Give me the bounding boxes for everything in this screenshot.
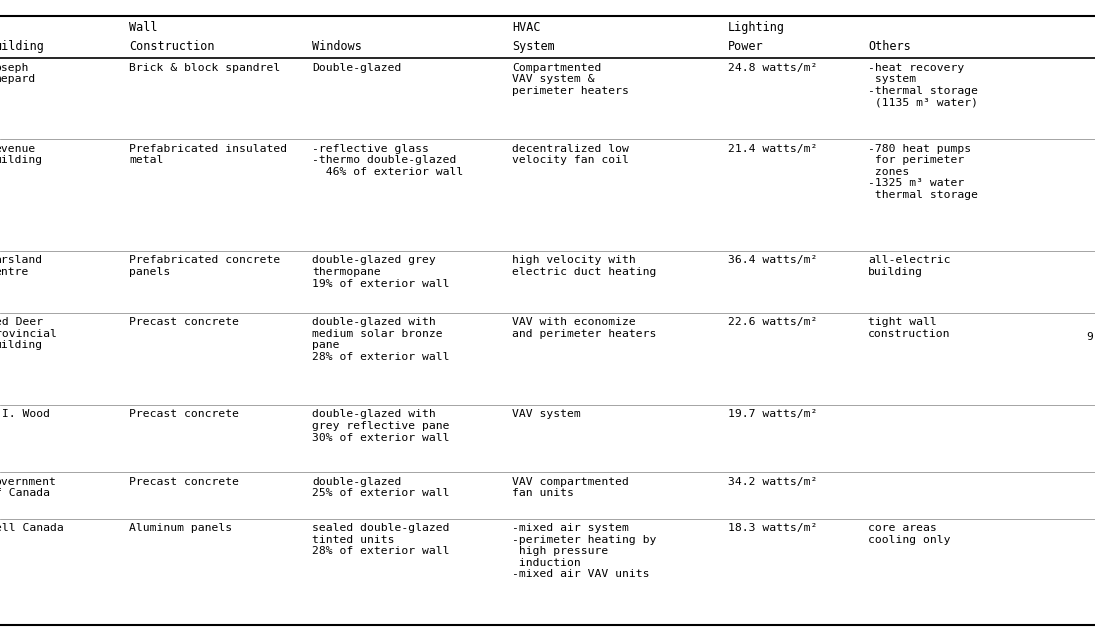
Text: VAV system: VAV system	[512, 410, 581, 419]
Text: uilding: uilding	[0, 40, 45, 53]
Text: tight wall
construction: tight wall construction	[868, 317, 950, 338]
Text: double-glazed grey
thermopane
19% of exterior wall: double-glazed grey thermopane 19% of ext…	[312, 255, 450, 289]
Text: HVAC: HVAC	[512, 21, 541, 34]
Text: Double-glazed: Double-glazed	[312, 63, 402, 73]
Text: double-glazed with
medium solar bronze
pane
28% of exterior wall: double-glazed with medium solar bronze p…	[312, 317, 450, 362]
Text: ed Deer
rovincial
uilding: ed Deer rovincial uilding	[0, 317, 57, 350]
Text: double-glazed with
grey reflective pane
30% of exterior wall: double-glazed with grey reflective pane …	[312, 410, 450, 443]
Text: Prefabricated concrete
panels: Prefabricated concrete panels	[129, 255, 280, 277]
Text: Compartmented
VAV system &
perimeter heaters: Compartmented VAV system & perimeter hea…	[512, 63, 630, 96]
Text: Precast concrete: Precast concrete	[129, 477, 239, 487]
Text: Precast concrete: Precast concrete	[129, 317, 239, 327]
Text: Precast concrete: Precast concrete	[129, 410, 239, 419]
Text: 19.7 watts/m²: 19.7 watts/m²	[728, 410, 818, 419]
Text: double-glazed
25% of exterior wall: double-glazed 25% of exterior wall	[312, 477, 450, 499]
Text: Brick & block spandrel: Brick & block spandrel	[129, 63, 280, 73]
Text: Wall: Wall	[129, 21, 158, 34]
Text: 36.4 watts/m²: 36.4 watts/m²	[728, 255, 818, 265]
Text: ell Canada: ell Canada	[0, 523, 64, 533]
Text: Prefabricated insulated
metal: Prefabricated insulated metal	[129, 144, 287, 165]
Text: System: System	[512, 40, 555, 53]
Text: -reflective glass
-thermo double-glazed
  46% of exterior wall: -reflective glass -thermo double-glazed …	[312, 144, 463, 177]
Text: core areas
cooling only: core areas cooling only	[868, 523, 950, 544]
Text: Construction: Construction	[129, 40, 215, 53]
Text: 9: 9	[1086, 332, 1093, 342]
Text: VAV compartmented
fan units: VAV compartmented fan units	[512, 477, 630, 499]
Text: Windows: Windows	[312, 40, 362, 53]
Text: overnment
f Canada: overnment f Canada	[0, 477, 57, 499]
Text: -heat recovery
 system
-thermal storage
 (1135 m³ water): -heat recovery system -thermal storage (…	[868, 63, 978, 107]
Text: all-electric
building: all-electric building	[868, 255, 950, 277]
Text: 21.4 watts/m²: 21.4 watts/m²	[728, 144, 818, 154]
Text: -mixed air system
-perimeter heating by
 high pressure
 induction
-mixed air VAV: -mixed air system -perimeter heating by …	[512, 523, 657, 579]
Text: evenue
uilding: evenue uilding	[0, 144, 43, 165]
Text: Lighting: Lighting	[728, 21, 785, 34]
Text: Power: Power	[728, 40, 764, 53]
Text: Others: Others	[868, 40, 911, 53]
Text: VAV with economize
and perimeter heaters: VAV with economize and perimeter heaters	[512, 317, 657, 338]
Text: high velocity with
electric duct heating: high velocity with electric duct heating	[512, 255, 657, 277]
Text: arsland
entre: arsland entre	[0, 255, 43, 277]
Text: sealed double-glazed
tinted units
28% of exterior wall: sealed double-glazed tinted units 28% of…	[312, 523, 450, 556]
Text: 34.2 watts/m²: 34.2 watts/m²	[728, 477, 818, 487]
Text: oseph
hepard: oseph hepard	[0, 63, 36, 85]
Text: -780 heat pumps
 for perimeter
 zones
-1325 m³ water
 thermal storage: -780 heat pumps for perimeter zones -132…	[868, 144, 978, 200]
Text: decentralized low
velocity fan coil: decentralized low velocity fan coil	[512, 144, 630, 165]
Text: .I. Wood: .I. Wood	[0, 410, 49, 419]
Text: Aluminum panels: Aluminum panels	[129, 523, 232, 533]
Text: 22.6 watts/m²: 22.6 watts/m²	[728, 317, 818, 327]
Text: 18.3 watts/m²: 18.3 watts/m²	[728, 523, 818, 533]
Text: 24.8 watts/m²: 24.8 watts/m²	[728, 63, 818, 73]
